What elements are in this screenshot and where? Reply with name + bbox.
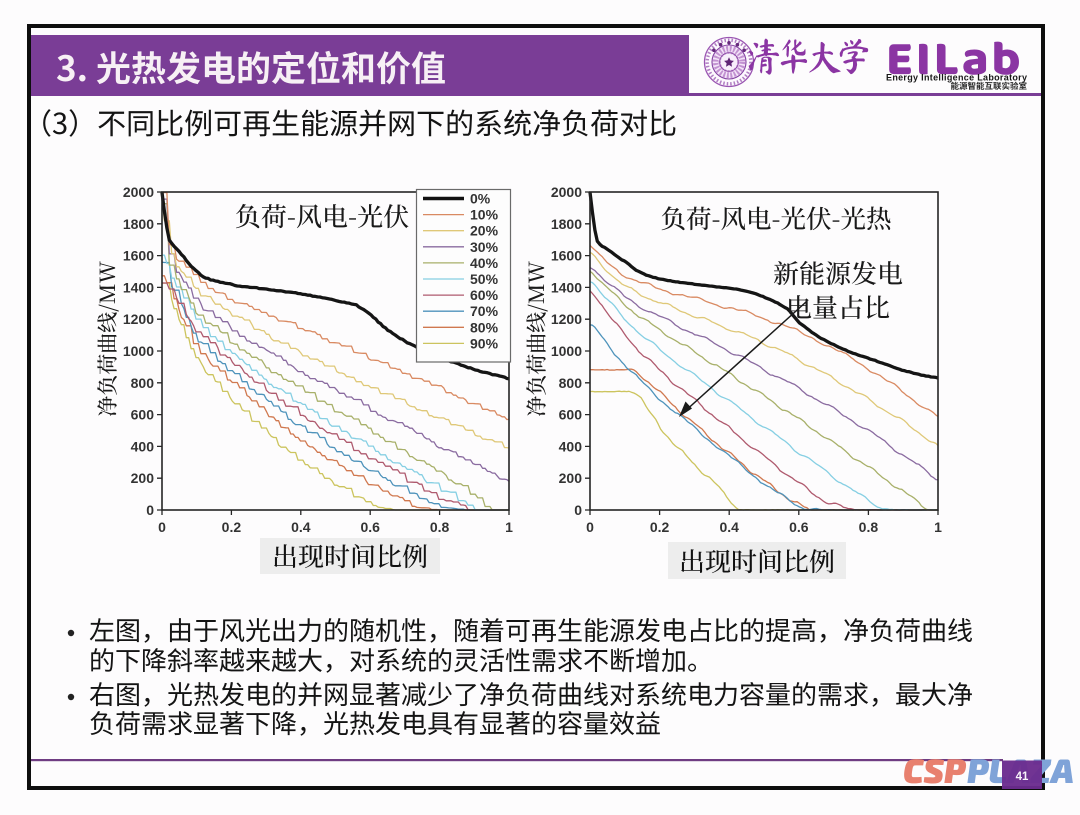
svg-text:40%: 40% (470, 255, 499, 271)
svg-text:0%: 0% (470, 191, 491, 207)
svg-text:0.2: 0.2 (222, 519, 242, 535)
svg-text:1600: 1600 (551, 248, 582, 264)
svg-text:0.8: 0.8 (859, 519, 879, 535)
svg-text:41: 41 (1016, 771, 1029, 783)
svg-text:0: 0 (574, 502, 582, 518)
svg-text:0: 0 (586, 519, 594, 535)
svg-text:400: 400 (131, 438, 155, 454)
svg-text:0: 0 (146, 502, 154, 518)
svg-text:400: 400 (559, 438, 583, 454)
svg-text:50%: 50% (470, 271, 499, 287)
svg-text:1: 1 (505, 519, 513, 535)
svg-text:70%: 70% (470, 303, 499, 319)
svg-text:1400: 1400 (551, 279, 582, 295)
svg-text:800: 800 (131, 375, 155, 391)
svg-text:200: 200 (131, 470, 155, 486)
svg-text:1: 1 (934, 519, 942, 535)
svg-text:600: 600 (559, 407, 583, 423)
svg-text:0.8: 0.8 (430, 519, 450, 535)
svg-text:0: 0 (158, 519, 166, 535)
svg-text:2000: 2000 (551, 184, 582, 200)
svg-text:1000: 1000 (123, 343, 154, 359)
svg-text:800: 800 (559, 375, 583, 391)
svg-text:80%: 80% (470, 319, 499, 335)
svg-text:600: 600 (131, 407, 155, 423)
svg-text:200: 200 (559, 470, 583, 486)
svg-text:Energy Intelligence Laboratory: Energy Intelligence Laboratory (886, 73, 1027, 83)
svg-text:0.4: 0.4 (291, 519, 311, 535)
svg-text:1000: 1000 (551, 343, 582, 359)
svg-text:1400: 1400 (123, 279, 154, 295)
svg-text:0.6: 0.6 (360, 519, 380, 535)
svg-text:2000: 2000 (123, 184, 154, 200)
svg-text:1800: 1800 (123, 216, 154, 232)
svg-text:1200: 1200 (551, 311, 582, 327)
svg-text:1600: 1600 (123, 248, 154, 264)
svg-text:90%: 90% (470, 335, 499, 351)
svg-text:20%: 20% (470, 223, 499, 239)
svg-text:0.4: 0.4 (719, 519, 739, 535)
svg-text:0.2: 0.2 (650, 519, 670, 535)
svg-text:60%: 60% (470, 287, 499, 303)
svg-text:30%: 30% (470, 239, 499, 255)
svg-text:0.6: 0.6 (789, 519, 809, 535)
svg-text:1200: 1200 (123, 311, 154, 327)
svg-text:1800: 1800 (551, 216, 582, 232)
svg-text:10%: 10% (470, 207, 499, 223)
